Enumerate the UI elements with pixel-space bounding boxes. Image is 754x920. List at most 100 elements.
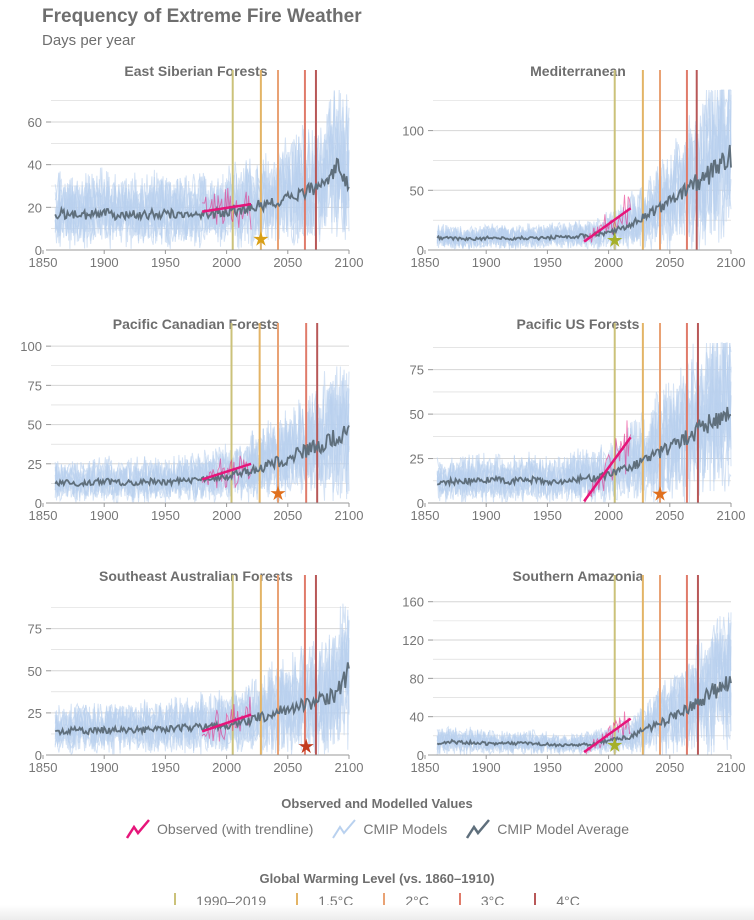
x-tick-label: 2000 bbox=[594, 760, 623, 775]
legend-models: CMIP Models bbox=[331, 818, 447, 840]
star-marker-icon bbox=[270, 485, 286, 501]
observed-trendline bbox=[201, 713, 252, 733]
y-tick-label: 25 bbox=[28, 706, 42, 721]
x-tick-label: 1850 bbox=[29, 255, 58, 270]
x-tick-label: 1850 bbox=[411, 760, 440, 775]
observed-trendline bbox=[201, 202, 252, 213]
y-tick-label: 160 bbox=[402, 595, 424, 610]
x-tick-label: 1900 bbox=[472, 760, 501, 775]
cmip-average-line bbox=[54, 425, 350, 488]
observed-trendline bbox=[201, 462, 252, 481]
x-tick-label: 1850 bbox=[29, 508, 58, 523]
y-tick-label: 40 bbox=[410, 710, 424, 725]
x-tick-label: 2050 bbox=[655, 760, 684, 775]
star-marker-icon bbox=[298, 738, 314, 754]
legend-observed: Observed (with trendline) bbox=[125, 818, 313, 840]
x-tick-label: 1900 bbox=[472, 255, 501, 270]
x-tick-label: 1850 bbox=[29, 760, 58, 775]
y-tick-label: 50 bbox=[410, 407, 424, 422]
y-tick-label: 0 bbox=[35, 243, 42, 258]
y-tick-label: 100 bbox=[402, 124, 424, 139]
panel-pacific-canadian-forests: Pacific Canadian Forests 0 25 50 75 100 1850 19… bbox=[20, 316, 364, 523]
y-tick-label: 25 bbox=[410, 452, 424, 467]
x-tick-label: 2050 bbox=[273, 760, 302, 775]
warming-bar-icon bbox=[174, 893, 177, 909]
x-tick-label: 2100 bbox=[717, 255, 746, 270]
x-tick-label: 1950 bbox=[151, 255, 180, 270]
cmip-average-line bbox=[54, 157, 350, 222]
x-tick-label: 2000 bbox=[594, 508, 623, 523]
cmip-average-line bbox=[436, 406, 732, 488]
cmip-average-line bbox=[436, 676, 732, 748]
cmip-model-line bbox=[54, 369, 350, 503]
x-tick-label: 2050 bbox=[273, 255, 302, 270]
y-tick-label: 50 bbox=[410, 183, 424, 198]
panel-pacific-us-forests: Pacific US Forests 0 25 50 75 1850 1900 1950 200… bbox=[410, 316, 746, 523]
footer-shade bbox=[0, 905, 754, 920]
y-tick-label: 75 bbox=[410, 363, 424, 378]
star-marker-icon bbox=[607, 232, 623, 247]
observed-line-icon bbox=[125, 819, 150, 839]
models-line-icon bbox=[332, 819, 357, 839]
y-tick-label: 100 bbox=[20, 339, 42, 354]
cmip-model-line bbox=[436, 342, 732, 502]
y-tick-label: 120 bbox=[402, 633, 424, 648]
legend-label: CMIP Models bbox=[363, 821, 448, 837]
observed-trendline bbox=[583, 207, 632, 243]
x-tick-label: 1950 bbox=[533, 255, 562, 270]
y-tick-label: 0 bbox=[35, 496, 42, 511]
x-tick-label: 2000 bbox=[212, 508, 241, 523]
observed-trendline bbox=[583, 717, 632, 754]
average-line-icon bbox=[466, 819, 491, 839]
cmip-model-line bbox=[436, 616, 732, 754]
warming-bar-icon bbox=[296, 893, 299, 909]
cmip-model-line bbox=[54, 396, 350, 503]
y-tick-label: 50 bbox=[28, 418, 42, 433]
panel-east-siberian-forests: East Siberian Forests 0 20 40 60 1850 1900 1950… bbox=[28, 63, 364, 270]
x-tick-label: 2050 bbox=[655, 508, 684, 523]
x-tick-label: 2000 bbox=[594, 255, 623, 270]
x-tick-label: 1850 bbox=[411, 508, 440, 523]
x-tick-label: 2100 bbox=[335, 255, 364, 270]
x-tick-label: 2050 bbox=[655, 255, 684, 270]
panel-southern-amazonia: Southern Amazonia 0 40 80 120 160 1850 1900 1950… bbox=[402, 568, 746, 775]
x-tick-label: 1950 bbox=[533, 760, 562, 775]
x-tick-label: 1900 bbox=[90, 760, 119, 775]
x-tick-label: 1950 bbox=[151, 508, 180, 523]
legend-warming-title: Global Warming Level (vs. 1860–1910) bbox=[259, 871, 495, 886]
x-tick-label: 2000 bbox=[212, 255, 241, 270]
cmip-average-line bbox=[54, 662, 350, 737]
star-marker-icon bbox=[253, 231, 269, 246]
legend-values-title: Observed and Modelled Values bbox=[281, 796, 473, 811]
y-tick-label: 20 bbox=[28, 200, 42, 215]
x-tick-label: 1900 bbox=[90, 255, 119, 270]
x-tick-label: 2100 bbox=[335, 760, 364, 775]
panel-mediterranean: Mediterranean 0 50 100 1850 1900 1950 2000 2050 2… bbox=[402, 63, 746, 270]
x-tick-label: 1900 bbox=[90, 508, 119, 523]
y-tick-label: 75 bbox=[28, 378, 42, 393]
panel-southeast-australian-forests: Southeast Australian Forests 0 25 50 75 1850 1… bbox=[28, 568, 364, 775]
panel-title: Southern Amazonia bbox=[513, 568, 644, 584]
y-tick-label: 40 bbox=[28, 158, 42, 173]
x-tick-label: 2050 bbox=[273, 508, 302, 523]
x-tick-label: 2100 bbox=[335, 508, 364, 523]
warming-bar-icon bbox=[383, 893, 386, 909]
y-tick-label: 0 bbox=[417, 496, 424, 511]
y-tick-label: 75 bbox=[28, 622, 42, 637]
y-tick-label: 25 bbox=[28, 457, 42, 472]
y-tick-label: 60 bbox=[28, 115, 42, 130]
x-tick-label: 1950 bbox=[151, 760, 180, 775]
panel-title: East Siberian Forests bbox=[124, 63, 267, 79]
y-tick-label: 0 bbox=[417, 748, 424, 763]
panel-title: Pacific Canadian Forests bbox=[113, 316, 280, 332]
legend-label: CMIP Model Average bbox=[497, 821, 629, 837]
legend-average: CMIP Model Average bbox=[465, 818, 629, 840]
x-tick-label: 2100 bbox=[717, 760, 746, 775]
x-tick-label: 1850 bbox=[411, 255, 440, 270]
x-tick-label: 1950 bbox=[533, 508, 562, 523]
cmip-model-line bbox=[436, 89, 731, 250]
cmip-model-line bbox=[54, 606, 350, 755]
x-tick-label: 1900 bbox=[472, 508, 501, 523]
cmip-average-line bbox=[436, 144, 732, 242]
cmip-model-line bbox=[436, 634, 732, 755]
